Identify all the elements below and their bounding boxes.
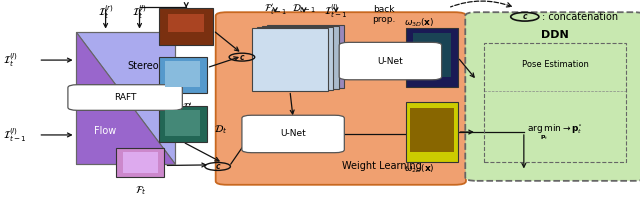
FancyBboxPatch shape	[216, 12, 466, 185]
Bar	[484, 43, 626, 162]
Text: $\mathcal{F}_t^{\prime}$: $\mathcal{F}_t^{\prime}$	[182, 100, 194, 116]
Text: $\mathcal{D}_{t-1}$: $\mathcal{D}_{t-1}$	[292, 2, 316, 15]
Text: $\mathcal{I}_t^{(l)}$: $\mathcal{I}_t^{(l)}$	[132, 3, 147, 21]
FancyBboxPatch shape	[465, 12, 640, 181]
Bar	[159, 106, 207, 142]
Text: Weight Learning: Weight Learning	[342, 162, 422, 171]
Bar	[116, 148, 164, 177]
Bar	[252, 28, 328, 91]
Text: $\mathcal{I}_{t-1}^{(l)}$: $\mathcal{I}_{t-1}^{(l)}$	[324, 2, 348, 20]
Polygon shape	[76, 32, 175, 164]
Bar	[123, 152, 158, 173]
Bar	[267, 25, 344, 88]
Text: $\omega_{2D}(\mathbf{x})$: $\omega_{2D}(\mathbf{x})$	[404, 162, 435, 175]
Text: $\mathcal{F}_{t-1}^{\prime}$: $\mathcal{F}_{t-1}^{\prime}$	[264, 2, 287, 17]
Text: $\mathcal{D}_t$: $\mathcal{D}_t$	[214, 124, 228, 136]
Bar	[410, 108, 454, 152]
Text: c: c	[215, 162, 220, 171]
Text: $\omega_{3D}(\mathbf{x})$: $\omega_{3D}(\mathbf{x})$	[404, 16, 435, 29]
Text: : concatenation: : concatenation	[542, 12, 618, 22]
Bar	[257, 27, 333, 90]
Bar	[165, 110, 200, 136]
Text: $\mathcal{I}_t^{(l)}$: $\mathcal{I}_t^{(l)}$	[3, 51, 19, 69]
FancyBboxPatch shape	[68, 85, 182, 110]
Text: RAFT: RAFT	[114, 93, 136, 102]
Text: back
prop.: back prop.	[372, 5, 396, 24]
FancyBboxPatch shape	[242, 115, 344, 153]
Bar	[406, 102, 458, 162]
Bar	[165, 61, 200, 87]
Bar	[159, 57, 207, 93]
FancyBboxPatch shape	[339, 42, 442, 80]
Text: $\mathcal{I}_{t-1}^{(l)}$: $\mathcal{I}_{t-1}^{(l)}$	[3, 126, 27, 144]
Text: Flow: Flow	[94, 125, 116, 136]
Text: U-Net: U-Net	[280, 129, 306, 138]
Bar	[76, 32, 175, 164]
Bar	[168, 14, 204, 32]
Text: Stereo: Stereo	[127, 61, 159, 71]
Text: c: c	[522, 12, 527, 21]
Text: $\mathcal{F}_t$: $\mathcal{F}_t$	[134, 184, 147, 197]
Text: DDN: DDN	[541, 31, 569, 40]
Text: $\mathcal{I}_t^{(r)}$: $\mathcal{I}_t^{(r)}$	[97, 3, 114, 21]
Text: Pose Estimation: Pose Estimation	[522, 60, 589, 69]
Bar	[413, 33, 451, 77]
Bar	[262, 26, 339, 89]
Text: c: c	[239, 53, 244, 62]
Bar	[406, 28, 458, 87]
Polygon shape	[76, 32, 175, 164]
Text: $\underset{\mathbf{p}_t}{\arg\min} \rightarrow \mathbf{p}_t^{\star}$: $\underset{\mathbf{p}_t}{\arg\min} \righ…	[527, 123, 583, 141]
Bar	[159, 8, 213, 45]
Text: U-Net: U-Net	[378, 57, 403, 66]
